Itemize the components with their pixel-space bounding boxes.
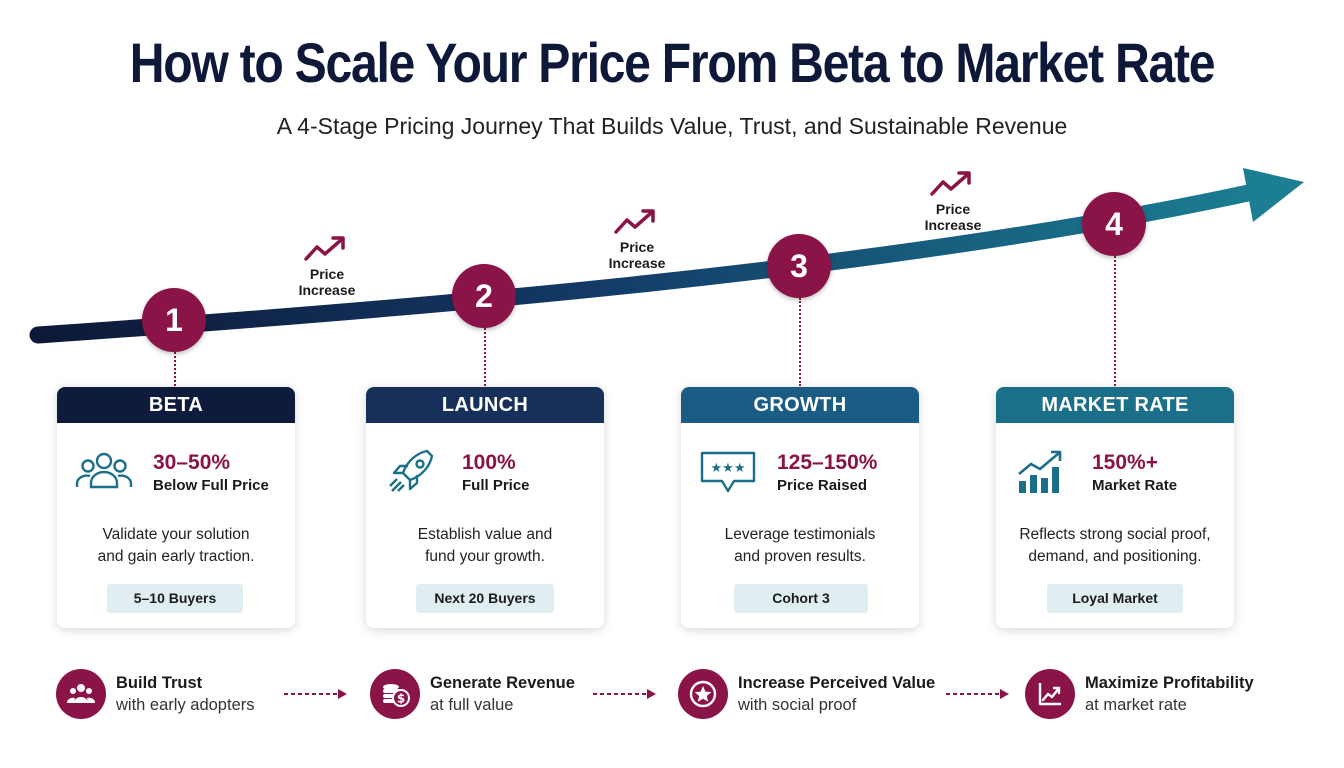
leader-line-2 (484, 328, 486, 386)
page-subtitle: A 4-Stage Pricing Journey That Builds Va… (276, 113, 1068, 139)
card-description-line1: Leverage testimonials (724, 526, 876, 543)
trending-up-icon (930, 171, 971, 196)
card-badge: Next 20 Buyers (416, 584, 554, 613)
people-group-icon (75, 452, 133, 489)
price-increase-label-1: Price Increase (277, 234, 377, 298)
benefit-title: Generate Revenue (430, 674, 575, 692)
benefit-subtitle: at market rate (1085, 696, 1187, 714)
page-title: How to Scale Your Price From Beta to Mar… (129, 31, 1216, 94)
benefit-increase-perceived-value: Increase Perceived Value with social pro… (678, 669, 946, 721)
line-chart-icon (1025, 669, 1075, 719)
price-increase-line2: Increase (608, 255, 666, 271)
card-description: Leverage testimonials and proven results… (691, 524, 909, 568)
card-description-line1: Validate your solution (102, 526, 250, 543)
stage-2-number: 2 (452, 264, 516, 328)
card-badge: 5–10 Buyers (107, 584, 243, 613)
benefit-title: Increase Perceived Value (738, 674, 936, 692)
card-description: Reflects strong social proof, demand, an… (1006, 524, 1224, 568)
card-header: BETA (57, 387, 295, 423)
card-description-line2: fund your growth. (425, 548, 545, 565)
card-description-line1: Establish value and (417, 526, 553, 543)
benefit-subtitle: with early adopters (116, 696, 255, 714)
flow-arrow-2 (593, 689, 656, 699)
leader-line-1 (174, 352, 176, 386)
stage-card-launch: LAUNCH 100% Full Price Establish value a… (366, 387, 604, 628)
people-icon (56, 669, 106, 719)
card-description-line2: demand, and positioning. (1028, 548, 1202, 565)
card-note: Market Rate (1092, 477, 1178, 494)
svg-text:$: $ (397, 692, 405, 706)
svg-text:★★★: ★★★ (711, 461, 746, 476)
rocket-icon (389, 449, 434, 492)
benefit-title: Maximize Profitability (1085, 674, 1254, 692)
price-increase-line2: Increase (298, 282, 356, 298)
stage-card-market-rate: MARKET RATE 150%+ Market Rate Reflects s… (996, 387, 1234, 628)
card-percent: 30–50% (153, 451, 231, 474)
price-increase-line1: Price (935, 201, 971, 217)
card-description-line2: and gain early traction. (97, 548, 255, 565)
stage-4-number: 4 (1082, 192, 1146, 256)
card-description-line2: and proven results. (734, 548, 866, 565)
stage-1-number: 1 (142, 288, 206, 352)
card-description-line1: Reflects strong social proof, (1019, 526, 1211, 543)
card-header: GROWTH (681, 387, 919, 423)
leader-line-4 (1114, 256, 1116, 386)
benefit-build-trust: Build Trust with early adopters (56, 669, 286, 721)
benefit-maximize-profitability: Maximize Profitability at market rate (1025, 669, 1285, 721)
card-percent: 100% (462, 451, 516, 474)
card-description: Validate your solution and gain early tr… (67, 524, 285, 568)
card-header: MARKET RATE (996, 387, 1234, 423)
price-increase-line2: Increase (924, 217, 982, 233)
rating-speech-bubble-icon: ★★★ (700, 451, 756, 493)
price-increase-line1: Price (619, 239, 655, 255)
card-percent: 150%+ (1092, 451, 1158, 474)
benefit-title: Build Trust (116, 674, 203, 692)
benefit-subtitle: at full value (430, 696, 514, 714)
price-increase-line1: Price (309, 266, 345, 282)
stage-card-beta: BETA 30–50% Below Full Price Validate yo… (57, 387, 295, 628)
stage-card-growth: GROWTH ★★★ 125–150% Price Raised Leverag… (681, 387, 919, 628)
price-increase-label-3: Price Increase (903, 169, 1003, 233)
card-badge: Loyal Market (1047, 584, 1183, 613)
coins-dollar-icon: $ (370, 669, 420, 719)
price-increase-label-2: Price Increase (587, 207, 687, 271)
trending-up-icon (304, 236, 345, 261)
card-note: Full Price (462, 477, 530, 494)
benefit-generate-revenue: $ Generate Revenue at full value (370, 669, 590, 721)
flow-arrow-3 (946, 689, 1009, 699)
bar-chart-growth-icon (1018, 450, 1062, 493)
star-badge-icon (678, 669, 728, 719)
card-header: LAUNCH (366, 387, 604, 423)
leader-line-3 (799, 298, 801, 386)
card-percent: 125–150% (777, 451, 878, 474)
benefit-subtitle: with social proof (738, 696, 857, 714)
stage-3-number: 3 (767, 234, 831, 298)
journey-arrow (29, 168, 1304, 344)
card-description: Establish value and fund your growth. (376, 524, 594, 568)
card-note: Price Raised (777, 477, 868, 494)
card-note: Below Full Price (153, 477, 269, 494)
journey-arrowhead (1243, 168, 1304, 222)
flow-arrow-1 (284, 689, 347, 699)
trending-up-icon (614, 209, 655, 234)
card-badge: Cohort 3 (734, 584, 868, 613)
